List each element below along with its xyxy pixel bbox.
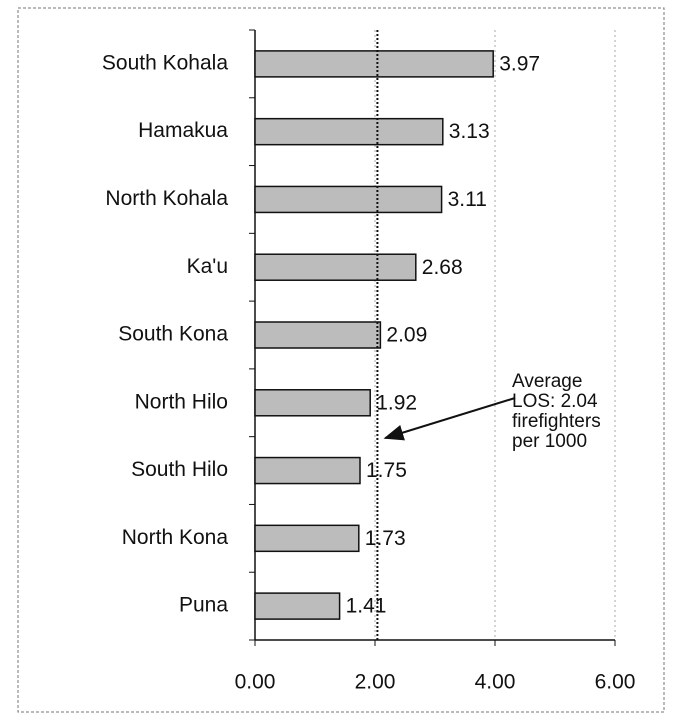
x-tick-label: 2.00	[355, 671, 396, 694]
bar	[254, 321, 382, 349]
data-label: 2.09	[386, 324, 427, 347]
x-tick-label: 4.00	[475, 671, 516, 694]
annotation: firefighters	[512, 411, 601, 432]
y-tick-label: Puna	[179, 594, 228, 617]
data-label: 3.13	[449, 120, 490, 143]
x-tick-label: 6.00	[595, 671, 636, 694]
annotation: LOS: 2.04	[512, 391, 598, 412]
y-tick-label: South Kohala	[102, 51, 228, 74]
y-tick-label: North Hilo	[135, 390, 228, 413]
y-tick-label: South Kona	[118, 323, 228, 346]
annotation: per 1000	[512, 431, 587, 452]
y-tick-label: Hamakua	[138, 119, 228, 142]
data-label: 1.73	[365, 527, 406, 550]
data-label: 1.92	[376, 391, 417, 414]
bar	[254, 117, 444, 146]
annotation-arrow	[383, 397, 516, 441]
data-label: 2.68	[422, 256, 463, 279]
bar	[254, 253, 417, 281]
y-tick-label: South Hilo	[131, 458, 228, 481]
bar	[254, 389, 371, 417]
bar	[254, 50, 494, 78]
bar	[254, 456, 361, 485]
bar	[254, 185, 443, 214]
data-label: 3.11	[448, 188, 487, 211]
data-label: 3.97	[499, 52, 540, 75]
bar	[254, 524, 360, 553]
y-tick-label: North Kohala	[105, 187, 228, 210]
y-tick-label: Ka'u	[187, 255, 228, 278]
data-label: 1.75	[366, 459, 407, 482]
data-label: 1.41	[346, 595, 387, 618]
y-tick-label: North Kona	[122, 526, 229, 549]
x-tick-label: 0.00	[235, 671, 276, 694]
frame	[17, 7, 665, 713]
annotation: Average	[512, 371, 582, 392]
bar	[254, 592, 341, 620]
